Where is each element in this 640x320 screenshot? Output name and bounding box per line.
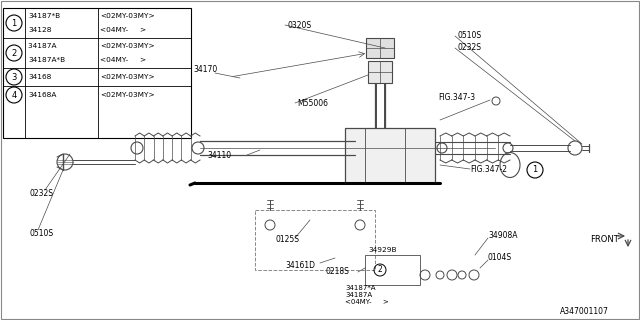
Text: 0104S: 0104S xyxy=(488,253,512,262)
Bar xyxy=(366,38,394,58)
Text: 34187A: 34187A xyxy=(345,292,372,298)
Text: 34170: 34170 xyxy=(193,66,217,75)
Text: 2: 2 xyxy=(12,49,17,58)
Text: 0510S: 0510S xyxy=(457,30,481,39)
Text: 4: 4 xyxy=(12,91,17,100)
Text: 0320S: 0320S xyxy=(287,20,311,29)
Bar xyxy=(345,128,435,183)
Text: 34110: 34110 xyxy=(207,150,231,159)
Text: <02MY-03MY>: <02MY-03MY> xyxy=(100,92,155,98)
Text: FIG.347-3: FIG.347-3 xyxy=(438,93,475,102)
Text: 34187A*B: 34187A*B xyxy=(28,58,65,63)
Text: 34908A: 34908A xyxy=(488,230,518,239)
Text: 0218S: 0218S xyxy=(325,268,349,276)
Text: 0510S: 0510S xyxy=(30,228,54,237)
Text: 1: 1 xyxy=(532,165,538,174)
Bar xyxy=(3,8,191,138)
Text: <04MY-     >: <04MY- > xyxy=(100,28,146,34)
Bar xyxy=(255,210,375,270)
Text: A347001107: A347001107 xyxy=(560,308,609,316)
Text: <02MY-03MY>: <02MY-03MY> xyxy=(100,43,155,49)
Text: 34187*B: 34187*B xyxy=(28,12,60,19)
Text: 34929B: 34929B xyxy=(368,247,397,253)
Text: 34168: 34168 xyxy=(28,74,51,80)
Text: 34128: 34128 xyxy=(28,28,51,34)
Text: 34168A: 34168A xyxy=(28,92,56,98)
Text: FRONT: FRONT xyxy=(590,236,619,244)
Text: 0125S: 0125S xyxy=(275,236,299,244)
Text: <02MY-03MY>: <02MY-03MY> xyxy=(100,74,155,80)
Text: 2: 2 xyxy=(378,266,382,275)
Bar xyxy=(365,255,420,285)
Text: 0232S: 0232S xyxy=(30,188,54,197)
Text: FIG.347-2: FIG.347-2 xyxy=(470,165,507,174)
Bar xyxy=(368,61,392,83)
Text: <02MY-03MY>: <02MY-03MY> xyxy=(100,12,155,19)
Text: 0232S: 0232S xyxy=(457,44,481,52)
Text: 34161D: 34161D xyxy=(285,260,315,269)
Text: <04MY-     >: <04MY- > xyxy=(100,58,146,63)
Text: 34187A: 34187A xyxy=(28,43,61,49)
Text: M55006: M55006 xyxy=(297,99,328,108)
Text: 3: 3 xyxy=(12,73,17,82)
Text: <04MY-     >: <04MY- > xyxy=(345,299,388,305)
Text: 34187*A: 34187*A xyxy=(345,285,376,291)
Text: 1: 1 xyxy=(12,19,17,28)
